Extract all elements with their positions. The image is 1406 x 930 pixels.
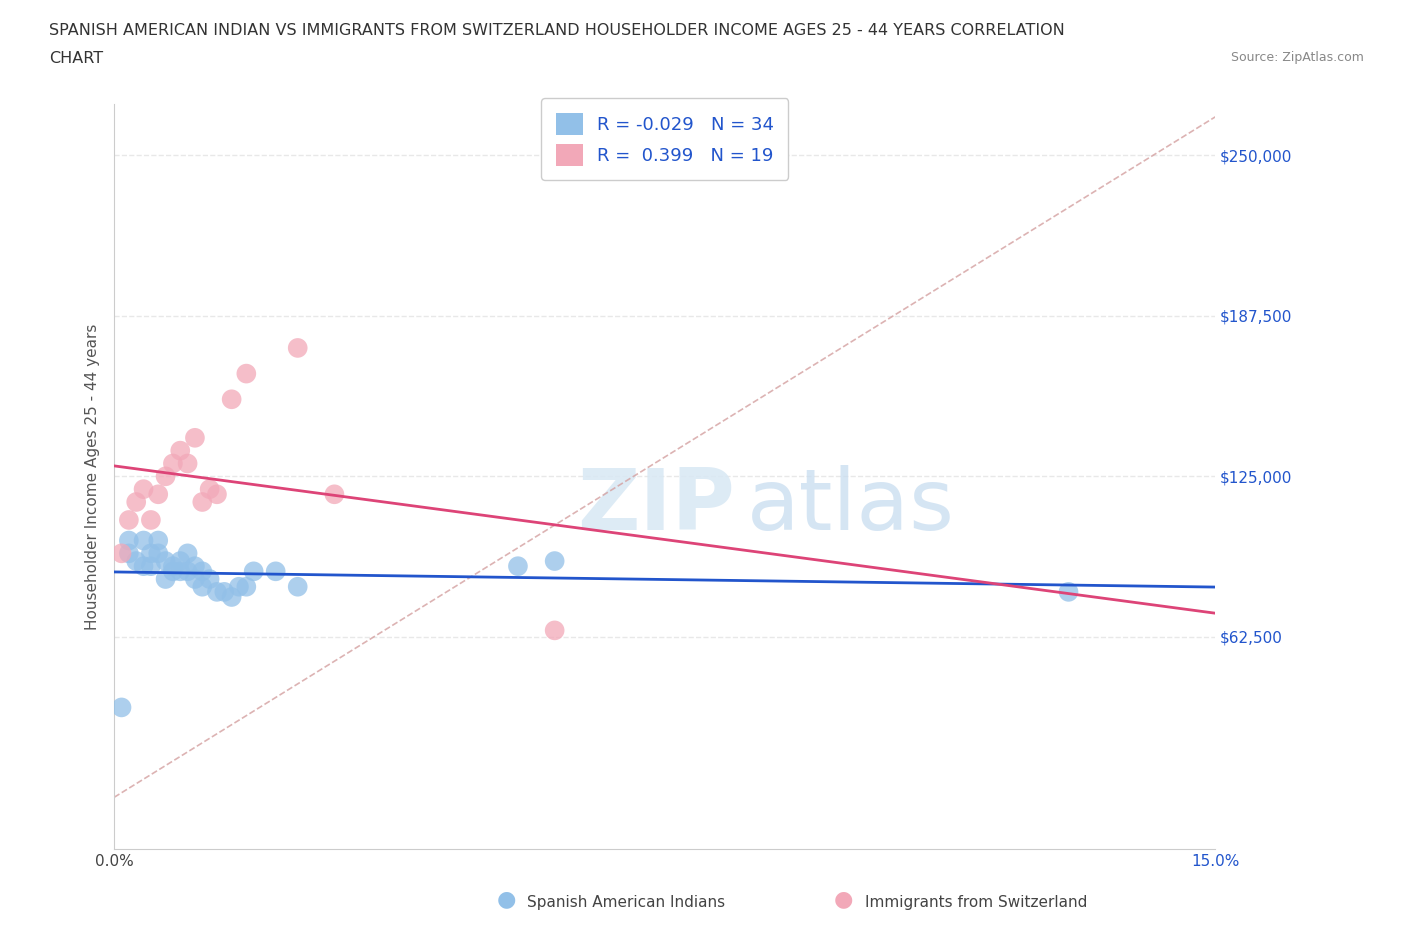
Point (235, 366, 257, 381)
Point (184, 572, 207, 587)
Point (155, 469, 177, 484)
Point (506, 559, 529, 574)
Text: ●: ● (496, 889, 516, 910)
Y-axis label: Householder Income Ages 25 - 44 years: Householder Income Ages 25 - 44 years (86, 323, 100, 630)
Point (148, 546, 170, 561)
Point (162, 559, 184, 574)
Point (543, 623, 565, 638)
Point (169, 564, 191, 578)
Point (118, 512, 141, 527)
Text: CHART: CHART (49, 51, 103, 66)
Point (110, 700, 132, 715)
Point (205, 584, 228, 599)
Point (191, 579, 214, 594)
Point (228, 579, 250, 594)
Point (155, 553, 177, 568)
Point (176, 546, 198, 561)
Point (242, 564, 264, 578)
Point (118, 546, 141, 561)
Point (198, 482, 221, 497)
Point (205, 486, 228, 501)
Point (162, 456, 184, 471)
Text: Spanish American Indians: Spanish American Indians (527, 895, 725, 910)
Point (125, 495, 148, 510)
Point (323, 486, 346, 501)
Point (235, 579, 257, 594)
Point (184, 559, 207, 574)
Point (176, 456, 198, 471)
Text: Immigrants from Switzerland: Immigrants from Switzerland (865, 895, 1087, 910)
Point (543, 553, 565, 568)
Point (184, 431, 207, 445)
Point (214, 584, 236, 599)
Legend: R = -0.029   N = 34, R =  0.399   N = 19: R = -0.029 N = 34, R = 0.399 N = 19 (541, 99, 789, 180)
Point (221, 590, 243, 604)
Point (118, 533, 141, 548)
Text: SPANISH AMERICAN INDIAN VS IMMIGRANTS FROM SWITZERLAND HOUSEHOLDER INCOME AGES 2: SPANISH AMERICAN INDIAN VS IMMIGRANTS FR… (49, 23, 1064, 38)
Point (169, 553, 191, 568)
Point (155, 572, 177, 587)
Point (139, 559, 162, 574)
Point (221, 392, 243, 406)
Point (191, 564, 214, 578)
Point (198, 572, 221, 587)
Point (287, 340, 309, 355)
Point (125, 553, 148, 568)
Point (264, 564, 287, 578)
Point (132, 533, 155, 548)
Point (110, 546, 132, 561)
Text: ●: ● (834, 889, 853, 910)
Point (148, 486, 170, 501)
Point (139, 512, 162, 527)
Text: atlas: atlas (748, 465, 955, 548)
Point (132, 559, 155, 574)
Text: Source: ZipAtlas.com: Source: ZipAtlas.com (1230, 51, 1364, 64)
Point (132, 482, 155, 497)
Point (287, 579, 309, 594)
Point (162, 564, 184, 578)
Point (176, 564, 198, 578)
Text: ZIP: ZIP (576, 465, 734, 548)
Point (1057, 584, 1080, 599)
Point (148, 533, 170, 548)
Point (191, 495, 214, 510)
Point (169, 444, 191, 458)
Point (139, 546, 162, 561)
